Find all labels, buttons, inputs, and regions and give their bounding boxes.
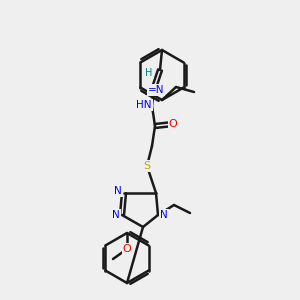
Text: O: O [169,119,177,129]
Text: N: N [114,186,122,196]
Text: =N: =N [148,85,164,95]
Text: N: N [112,210,120,220]
Text: H: H [145,68,153,78]
Text: S: S [143,161,151,171]
Text: HN: HN [136,100,152,110]
Text: O: O [123,244,131,254]
Text: N: N [160,210,168,220]
